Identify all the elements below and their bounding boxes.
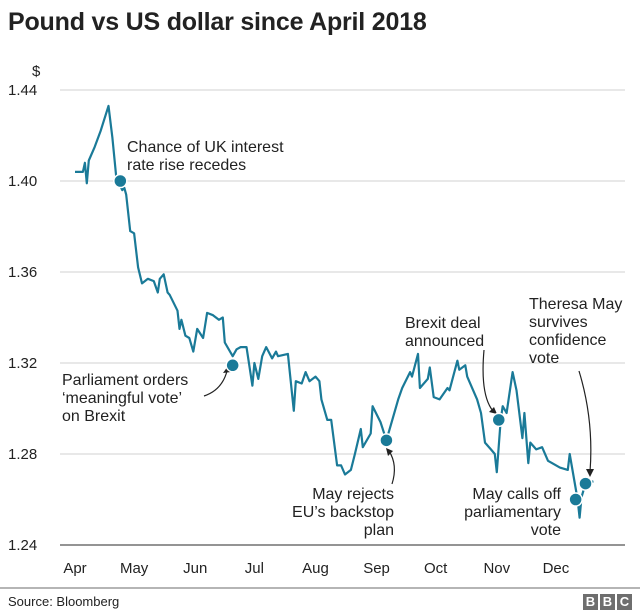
logo-letter: B xyxy=(600,594,615,610)
annotation-line: Parliament orders xyxy=(62,372,189,389)
logo-letter: C xyxy=(617,594,632,610)
annotation-marker xyxy=(225,358,240,373)
annotation-arrow xyxy=(578,370,592,473)
annotation-line: vote xyxy=(529,350,560,367)
annotation-line: vote xyxy=(530,522,561,539)
line-chart: 1.44 1.40 1.36 1.32 1.28 1.24 Apr May Jun Jul Aug… xyxy=(8,63,625,577)
x-tick-label: Oct xyxy=(424,560,448,577)
annotation-rate-rise: Chance of UK interest rate rise recedes xyxy=(127,139,284,175)
annotation-brexit-deal: Brexit deal announced xyxy=(405,315,484,351)
series-line xyxy=(75,104,594,519)
y-tick-label: 1.28 xyxy=(8,446,37,463)
annotation-line: confidence xyxy=(529,332,607,349)
annotation-arrow xyxy=(203,370,228,397)
annotation-line: rate rise recedes xyxy=(127,157,247,174)
annotation-line: Theresa May xyxy=(529,296,623,313)
x-tick-label: Sep xyxy=(363,560,390,577)
annotation-line: EU’s backstop xyxy=(292,504,394,521)
annotation-marker xyxy=(568,492,583,507)
x-tick-label: Nov xyxy=(483,560,510,577)
annotation-line: plan xyxy=(363,522,394,539)
y-axis-unit: $ xyxy=(32,63,41,80)
annotation-line: parliamentary xyxy=(464,504,561,521)
chart-title: Pound vs US dollar since April 2018 xyxy=(8,8,427,36)
annotation-arrow xyxy=(388,450,395,485)
annotation-line: May rejects xyxy=(312,486,394,503)
x-tick-label: Apr xyxy=(63,560,86,577)
annotation-confidence-vote: Theresa May survives confidence vote xyxy=(529,296,622,368)
annotation-marker xyxy=(113,173,128,189)
y-tick-label: 1.32 xyxy=(8,355,37,372)
annotation-line: ‘meaningful vote’ xyxy=(62,390,183,407)
arrowhead xyxy=(586,469,594,477)
source-note: Source: Bloomberg xyxy=(8,594,120,609)
annotation-line: May calls off xyxy=(472,486,561,503)
arrowhead xyxy=(386,448,393,456)
bbc-logo: B B C xyxy=(583,594,632,610)
annotation-line: on Brexit xyxy=(62,408,126,425)
annotation-calls-off-vote: May calls off parliamentary vote xyxy=(464,486,561,540)
annotation-line: survives xyxy=(529,314,588,331)
x-tick-label: Dec xyxy=(543,560,570,577)
y-tick-label: 1.44 xyxy=(8,82,37,99)
annotation-marker xyxy=(491,412,507,428)
x-tick-label: Jul xyxy=(245,560,264,577)
y-tick-label: 1.40 xyxy=(8,173,37,190)
x-tick-label: May xyxy=(120,560,149,577)
logo-letter: B xyxy=(583,594,598,610)
annotation-line: Brexit deal xyxy=(405,315,481,332)
x-tick-label: Jun xyxy=(183,560,207,577)
annotation-meaningful-vote: Parliament orders ‘meaningful vote’ on B… xyxy=(62,372,188,426)
annotation-line: Chance of UK interest xyxy=(127,139,284,156)
arrowhead xyxy=(489,407,497,414)
annotation-line: announced xyxy=(405,333,485,350)
y-tick-label: 1.24 xyxy=(8,537,37,554)
footer-divider xyxy=(0,587,640,589)
annotation-marker xyxy=(379,433,394,448)
annotation-arrow xyxy=(482,349,494,412)
x-tick-label: Aug xyxy=(302,560,329,577)
annotation-backstop: May rejects EU’s backstop plan xyxy=(292,486,394,540)
annotation-marker xyxy=(578,476,593,491)
y-tick-label: 1.36 xyxy=(8,264,37,281)
